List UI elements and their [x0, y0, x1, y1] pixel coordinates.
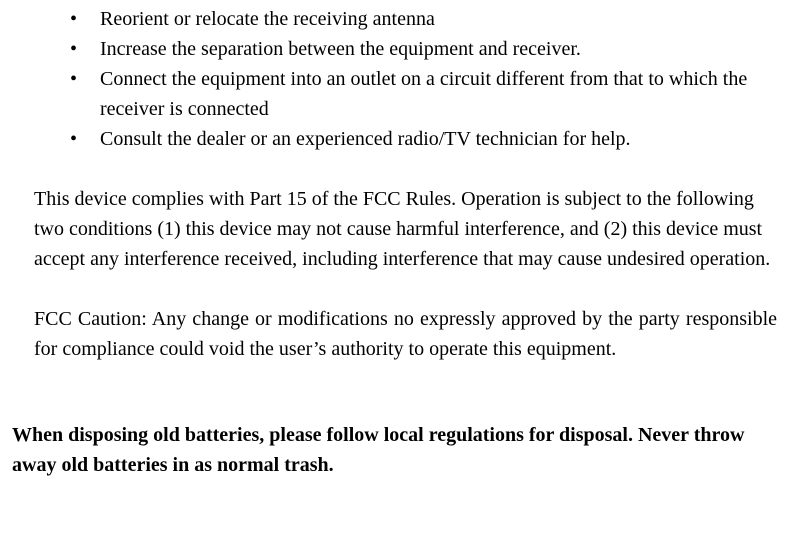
- caution-paragraph: FCC Caution: Any change or modifications…: [10, 304, 801, 364]
- list-item: Consult the dealer or an experienced rad…: [70, 124, 777, 154]
- document-page: Reorient or relocate the receiving anten…: [0, 0, 811, 548]
- compliance-paragraph: This device complies with Part 15 of the…: [10, 184, 801, 274]
- disposal-notice: When disposing old batteries, please fol…: [10, 420, 801, 480]
- bullet-text: Reorient or relocate the receiving anten…: [100, 8, 435, 30]
- bullet-text: Consult the dealer or an experienced rad…: [100, 128, 631, 150]
- spacer: [10, 364, 801, 420]
- bullet-list: Reorient or relocate the receiving anten…: [10, 4, 801, 154]
- bullet-text: Increase the separation between the equi…: [100, 38, 581, 60]
- spacer: [10, 154, 801, 184]
- list-item: Connect the equipment into an outlet on …: [70, 64, 777, 124]
- bullet-text: Connect the equipment into an outlet on …: [100, 68, 747, 120]
- list-item: Reorient or relocate the receiving anten…: [70, 4, 777, 34]
- list-item: Increase the separation between the equi…: [70, 34, 777, 64]
- spacer: [10, 274, 801, 304]
